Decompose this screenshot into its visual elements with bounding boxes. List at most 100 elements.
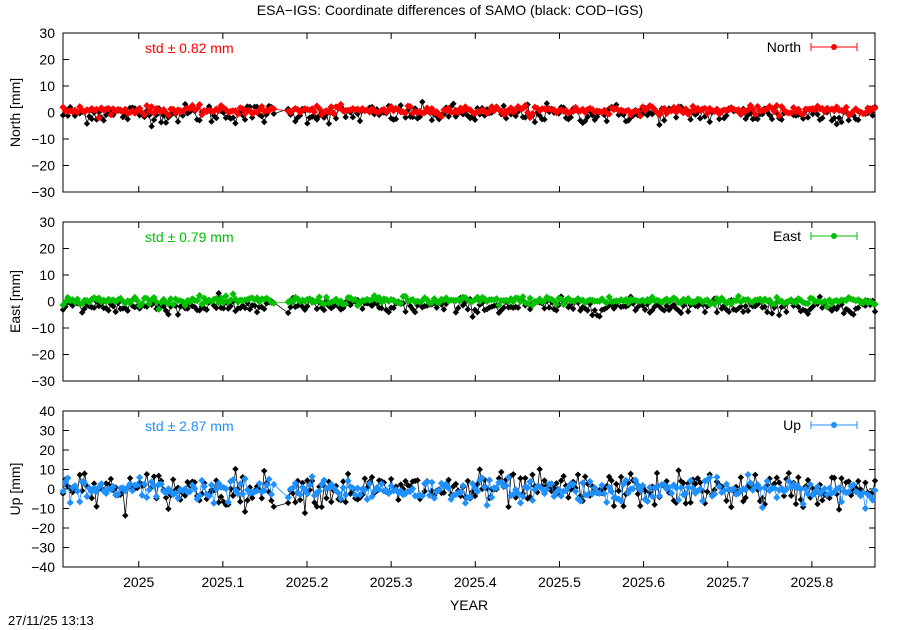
data-point [61,298,69,306]
data-point [152,492,161,501]
data-point [826,305,833,312]
data-point [213,304,220,312]
data-point [785,477,793,485]
data-point [855,116,862,124]
data-point [710,490,719,498]
data-point [795,474,802,481]
data-point [471,109,479,118]
y-tick-label: 0 [47,294,55,310]
data-point [169,476,177,483]
data-point [186,487,194,496]
data-point [231,107,240,115]
data-point [433,108,441,116]
data-point [100,117,107,124]
data-point [715,297,723,306]
data-point [196,307,203,314]
data-point [261,305,268,313]
data-point [363,495,371,504]
data-point [531,118,539,126]
data-point [229,476,237,484]
data-point [610,502,618,510]
data-point [150,473,158,480]
data-point [473,488,481,496]
data-point [565,494,572,501]
data-point [169,300,177,309]
data-point [754,481,762,489]
data-point [308,473,316,481]
data-point [775,112,783,120]
data-point [658,299,666,307]
data-point [744,307,752,315]
data-point [158,119,165,126]
data-point [133,296,141,305]
data-point [483,106,491,113]
data-point [205,103,213,110]
data-point [866,492,874,501]
data-point [100,487,108,495]
data-point [148,123,155,130]
data-point [859,299,867,307]
data-point [500,102,507,110]
data-point [492,484,501,492]
data-point [783,308,790,316]
data-point [509,490,517,499]
data-point [687,116,694,123]
data-point [476,466,483,473]
data-point [656,121,663,128]
data-point [517,475,524,482]
data-point [698,497,707,505]
data-point [461,499,470,507]
data-point [356,117,364,125]
data-point [627,295,635,303]
data-point [363,106,371,114]
data-point [830,107,838,115]
data-point [686,477,695,485]
data-point [670,301,677,309]
data-point [627,470,634,477]
data-point [639,481,647,490]
data-point [710,300,719,308]
data-point [174,118,182,125]
data-point [474,309,481,316]
data-point [143,303,151,310]
y-tick-label: 10 [39,267,55,283]
data-point [828,117,836,124]
data-point [845,117,852,124]
data-point [684,483,692,491]
y-tick-label: −20 [31,520,55,536]
data-point [677,309,685,317]
data-point [258,113,266,120]
data-point [843,305,850,313]
data-point [564,294,573,302]
data-point [241,116,249,123]
data-point [291,293,299,302]
data-point [804,114,812,121]
data-point [804,299,812,308]
legend-marker [831,233,837,239]
data-point [661,117,668,124]
data-point [679,295,687,303]
data-point [291,479,299,487]
data-point [804,310,812,317]
data-point [198,476,206,485]
data-point [310,108,319,116]
data-point [775,486,783,494]
data-point [629,485,637,493]
data-point [684,295,692,303]
data-point [864,490,872,499]
data-point [452,309,460,316]
data-point [119,484,127,492]
data-point [133,481,141,489]
data-point [847,110,855,118]
data-point [687,499,694,506]
data-point [589,311,596,319]
data-point [562,114,570,122]
data-point [255,479,264,488]
data-point [825,296,834,304]
data-point [813,102,822,110]
data-point [770,300,778,308]
data-point [692,480,699,488]
data-point [801,485,810,493]
data-point [377,480,386,488]
legend-label: East [773,228,801,244]
